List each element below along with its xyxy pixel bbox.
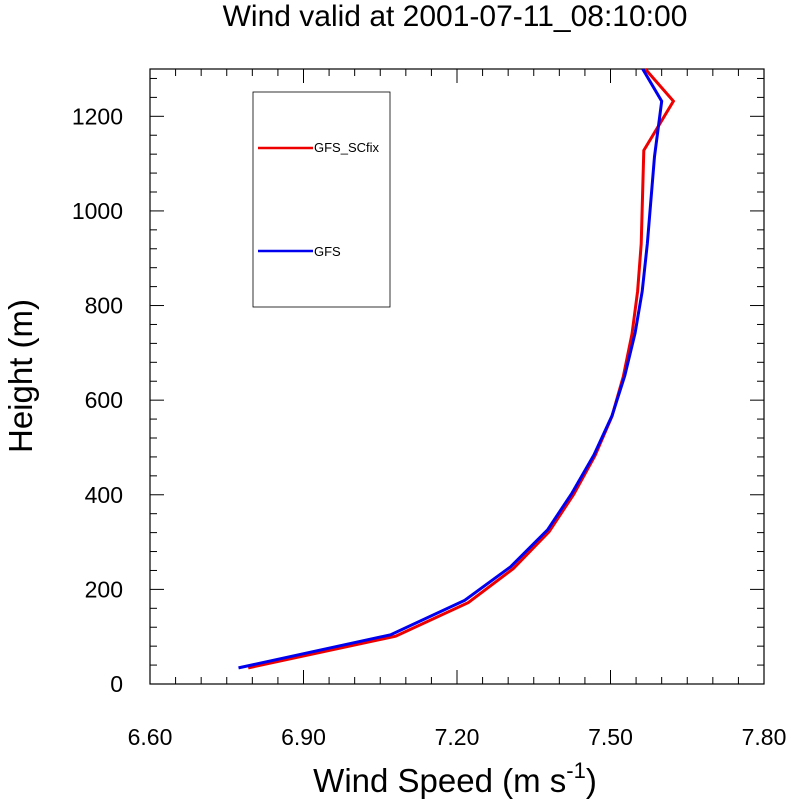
plot-frame: [149, 68, 765, 685]
y-tick-label: 400: [85, 482, 123, 508]
x-axis-label: Wind Speed (m s-1): [313, 758, 597, 799]
axis-ticks: [149, 69, 765, 685]
y-tick-labels: 0 200 400 600 800 1000 1200: [72, 103, 123, 697]
x-tick-label: 7.20: [435, 724, 480, 750]
x-tick-label: 6.90: [281, 724, 326, 750]
x-tick-label: 7.50: [588, 724, 633, 750]
series-lines: [238, 68, 676, 670]
legend-box: [252, 91, 391, 308]
y-tick-label: 1200: [72, 103, 123, 129]
legend-label-gfs-scfix: GFS_SCfix: [314, 140, 380, 155]
y-tick-label: 200: [85, 576, 123, 602]
x-axis-label-suffix: ): [586, 762, 597, 799]
y-tick-label: 0: [110, 671, 123, 697]
x-tick-labels: 6.60 6.90 7.20 7.50 7.80: [128, 724, 787, 750]
y-axis-label: Height (m): [2, 299, 39, 453]
y-tick-label: 600: [85, 387, 123, 413]
y-tick-label: 1000: [72, 198, 123, 224]
x-axis-label-main: Wind Speed (m s: [313, 762, 566, 799]
x-tick-label: 7.80: [742, 724, 787, 750]
series-line-gfs: [238, 68, 664, 670]
y-tick-label: 800: [85, 293, 123, 319]
chart-title: Wind valid at 2001-07-11_08:10:00: [223, 0, 688, 33]
x-tick-label: 6.60: [128, 724, 173, 750]
x-axis-label-superscript: -1: [566, 758, 586, 783]
legend-label-gfs: GFS: [314, 244, 341, 259]
